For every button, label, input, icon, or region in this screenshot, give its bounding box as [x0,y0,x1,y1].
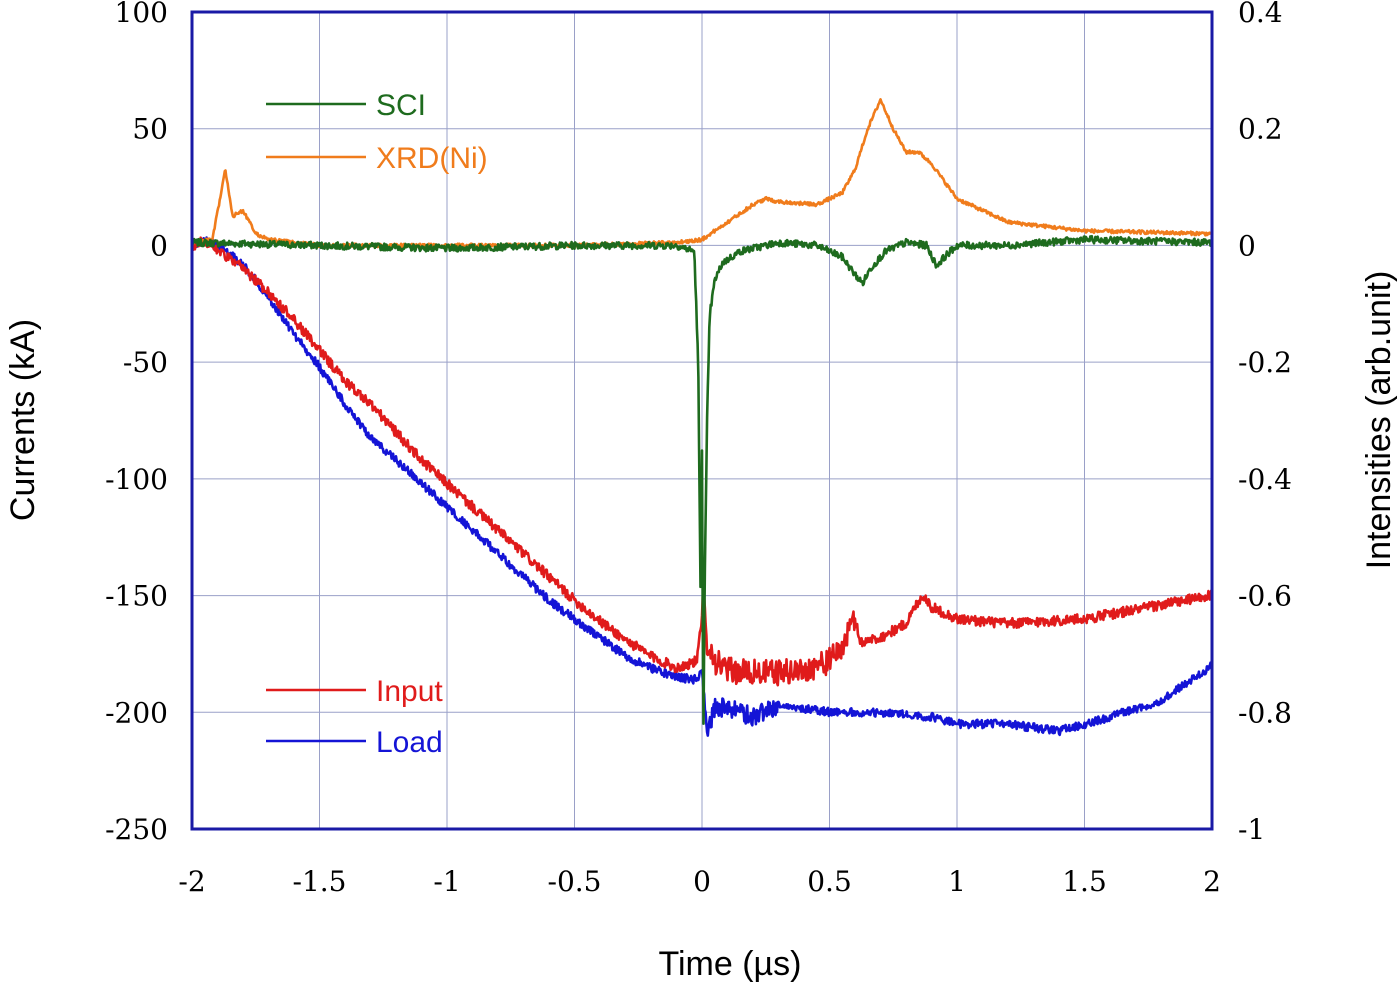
y-right-tick-label: 0 [1238,229,1256,262]
y-left-tick-label: -100 [105,463,168,496]
legend-label-xrd-ni: XRD(Ni) [376,142,488,175]
legend-label-sci: SCI [376,89,426,122]
x-tick-label: 1.5 [1062,865,1107,898]
x-tick-label: 2 [1203,865,1221,898]
legend-label-input: Input [376,675,443,708]
y-right-tick-label: -1 [1238,813,1265,846]
y-right-tick-label: 0.4 [1238,0,1283,29]
x-tick-label: 0.5 [807,865,852,898]
y-left-tick-label: -50 [123,346,168,379]
y-right-tick-label: 0.2 [1238,113,1283,146]
plot-series [190,98,1214,737]
y-left-tick-label: 50 [132,113,168,146]
legend-label-load: Load [376,726,443,759]
x-tick-label: -2 [178,865,205,898]
y-left-tick-label: -150 [105,580,168,613]
y-right-tick-label: -0.6 [1238,580,1292,613]
x-tick-label: -0.5 [548,865,602,898]
x-axis-title: Time (µs) [659,945,802,983]
y-left-axis-title: Currents (kA) [4,319,42,521]
y-right-tick-label: -0.4 [1238,463,1292,496]
x-tick-label: -1 [433,865,460,898]
y-right-axis-title: Intensities (arb.unit) [1360,271,1398,570]
x-tick-label: -1.5 [293,865,347,898]
y-left-tick-label: 0 [150,229,168,262]
series-line-sci [190,235,1214,725]
y-left-tick-label: 100 [115,0,168,29]
series-line-xrd-ni [191,98,1214,249]
x-tick-label: 1 [948,865,966,898]
x-tick-label: 0 [693,865,711,898]
y-left-tick-label: -250 [105,813,168,846]
y-left-tick-label: -200 [105,696,168,729]
y-right-tick-label: -0.2 [1238,346,1292,379]
tick-labels: -2 -1.5 -1 -0.5 0 0.5 1 1.5 2 100 50 0 -50 -100 -150 -2… [105,0,1292,898]
legend: SCI XRD(Ni) Input Load [266,89,488,759]
y-right-tick-label: -0.8 [1238,696,1292,729]
plot-frame [190,10,1214,831]
